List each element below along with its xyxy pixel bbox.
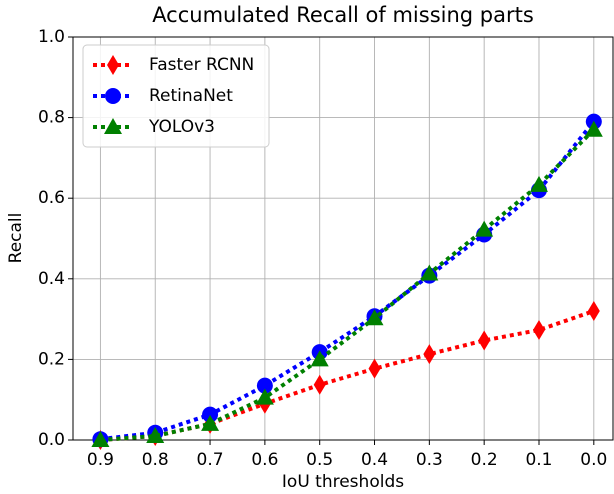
x-tick-label: 0.4 xyxy=(361,450,388,470)
marker xyxy=(423,344,436,365)
series-line xyxy=(100,309,595,442)
marker xyxy=(91,431,110,447)
x-tick-label: 0.7 xyxy=(197,450,224,470)
legend-label: YOLOv3 xyxy=(148,117,215,137)
marker xyxy=(146,426,165,443)
y-tick-label: 1.0 xyxy=(38,27,65,47)
chart-title: Accumulated Recall of missing parts xyxy=(152,3,534,27)
plot-frame xyxy=(72,36,614,441)
x-tick-label: 0.5 xyxy=(306,450,333,470)
y-tick-label: 0.4 xyxy=(38,269,65,289)
marker xyxy=(478,330,491,351)
y-tick-label: 0.2 xyxy=(38,349,65,369)
y-tick-label: 0.0 xyxy=(38,430,65,450)
marker xyxy=(202,406,219,423)
x-tick-label: 0.3 xyxy=(416,450,443,470)
marker xyxy=(532,319,545,340)
legend-label: Faster RCNN xyxy=(149,55,254,75)
y-tick-label: 0.6 xyxy=(38,188,65,208)
marker xyxy=(587,301,600,322)
x-axis-label: IoU thresholds xyxy=(282,472,404,492)
legend-label: RetinaNet xyxy=(149,86,233,106)
marker xyxy=(104,118,122,134)
x-tick-label: 0.1 xyxy=(525,450,552,470)
marker xyxy=(365,309,384,326)
x-tick-label: 0.0 xyxy=(580,450,607,470)
marker xyxy=(256,377,273,394)
legend-box xyxy=(82,44,270,148)
marker xyxy=(475,220,494,237)
x-tick-label: 0.8 xyxy=(142,450,169,470)
marker xyxy=(368,358,381,379)
marker xyxy=(584,120,603,137)
y-tick-label: 0.8 xyxy=(38,108,65,128)
y-axis-label: Recall xyxy=(6,213,26,264)
series-line xyxy=(100,120,596,442)
x-tick-label: 0.9 xyxy=(87,450,114,470)
marker xyxy=(105,88,121,104)
x-tick-label: 0.2 xyxy=(471,450,498,470)
x-tick-label: 0.6 xyxy=(251,450,278,470)
marker xyxy=(529,175,548,192)
marker xyxy=(201,414,220,431)
marker xyxy=(310,350,329,367)
series-line xyxy=(100,128,596,442)
marker xyxy=(255,388,274,405)
marker xyxy=(107,55,119,75)
marker xyxy=(420,264,439,281)
marker xyxy=(313,374,326,395)
